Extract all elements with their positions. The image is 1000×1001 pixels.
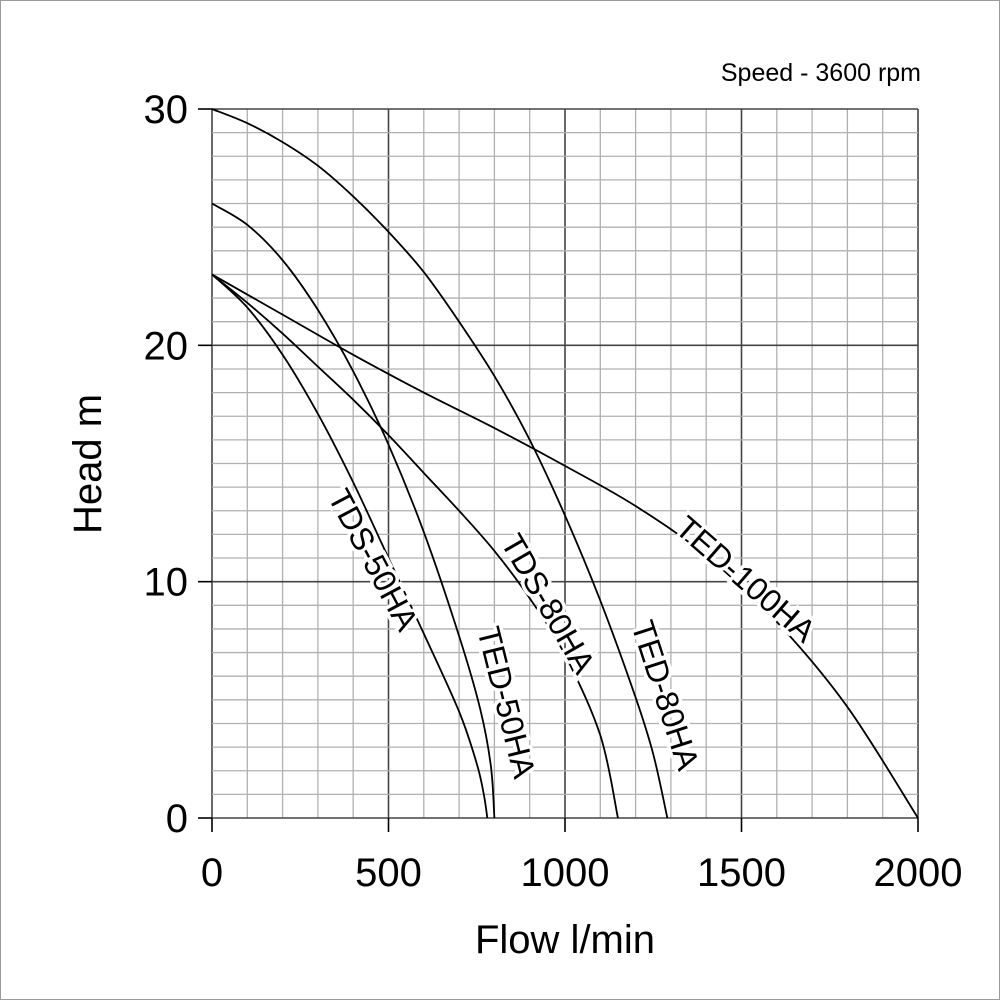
series-curve-tds-80ha — [211, 273, 619, 819]
series-label-ted-50ha: TED-50HA — [470, 623, 543, 782]
x-axis-ticks: 0 500 1000 1500 2000 — [201, 818, 963, 895]
y-tick-label: 30 — [144, 88, 189, 132]
y-tick-label: 10 — [144, 561, 189, 605]
series-curve-ted-50ha — [211, 202, 496, 819]
x-tick-label: 1000 — [521, 851, 610, 895]
x-tick-label: 1500 — [697, 851, 786, 895]
x-axis-label: Flow l/min — [475, 918, 655, 962]
speed-annotation: Speed - 3600 rpm — [721, 59, 921, 87]
y-axis-ticks: 0 10 20 30 — [144, 88, 212, 841]
y-tick-label: 0 — [166, 797, 188, 841]
series-curves — [211, 108, 919, 819]
y-axis-label: Head m — [66, 394, 110, 534]
series-label-ted-80ha: TED-80HA — [624, 616, 706, 775]
x-tick-label: 500 — [355, 851, 422, 895]
y-tick-label: 20 — [144, 324, 189, 368]
x-tick-label: 0 — [201, 851, 223, 895]
series-curve-ted-80ha — [211, 108, 669, 819]
x-tick-label: 2000 — [874, 851, 963, 895]
series-curve-tds-50ha — [211, 273, 489, 819]
series-label-tds-50ha: TDS-50HA — [321, 483, 426, 637]
series-curve-ted-100ha — [211, 273, 919, 819]
grid — [211, 108, 919, 819]
